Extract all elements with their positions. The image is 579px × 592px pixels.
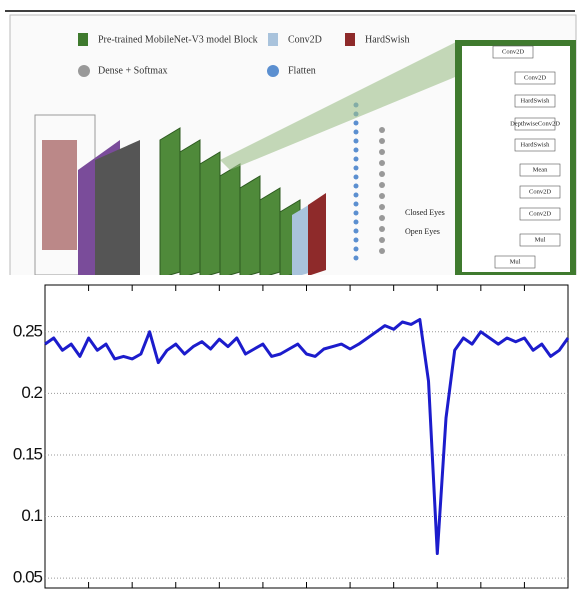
model-blocks	[159, 102, 385, 279]
input-image	[42, 140, 77, 250]
node-box	[494, 255, 536, 269]
legend-text: Conv2D	[288, 34, 322, 45]
mobilenet-block	[239, 175, 261, 279]
dense-node	[379, 248, 385, 254]
flatten-node	[353, 129, 359, 135]
node-label: Conv2D	[529, 210, 551, 217]
node-box	[519, 233, 561, 247]
legend-swatch	[268, 33, 278, 46]
input-layer	[95, 140, 140, 275]
dense-node	[379, 215, 385, 221]
dense-node	[379, 204, 385, 210]
hardswish-block	[308, 193, 326, 276]
dense-node	[379, 149, 385, 155]
dense-node	[379, 226, 385, 232]
node-box	[514, 117, 556, 131]
zoom-beam	[220, 40, 460, 170]
y-tick-label: 0.05	[13, 568, 43, 587]
dense-node	[379, 237, 385, 243]
dense-node	[379, 127, 385, 133]
flatten-node	[353, 192, 359, 198]
mobilenet-block	[219, 163, 241, 279]
legend-text: Pre-trained MobileNet-V3 model Block	[98, 34, 258, 45]
node-box	[514, 71, 556, 85]
flatten-node	[353, 183, 359, 189]
mobilenet-block	[259, 187, 281, 279]
conv2d-block	[292, 203, 312, 278]
flatten-node	[353, 228, 359, 234]
flatten-node	[353, 147, 359, 153]
node-box	[492, 45, 534, 59]
output-label: Closed Eyes	[405, 208, 445, 217]
legend-text: HardSwish	[365, 34, 409, 45]
node-label: HardSwish	[521, 97, 551, 104]
node-box	[519, 207, 561, 221]
legend-swatch	[78, 65, 90, 77]
flatten-node	[353, 138, 359, 144]
node-label: HardSwish	[521, 141, 551, 148]
node-label: Conv2D	[529, 188, 551, 195]
y-tick-label: 0.25	[13, 321, 43, 340]
flatten-node	[353, 237, 359, 243]
node-label: Conv2D	[502, 48, 524, 55]
node-label: DepthwiseConv2D	[510, 120, 560, 127]
flatten-node	[353, 120, 359, 126]
chart: 0.05 0.1 0.15 0.2 0.25	[13, 284, 570, 589]
node-label: Conv2D	[524, 74, 546, 81]
y-tick-label: 0.1	[21, 506, 42, 525]
node-box	[514, 138, 556, 152]
plot-frame	[44, 284, 569, 589]
node-label: Mul	[510, 258, 521, 265]
flatten-node	[353, 255, 359, 261]
dense-node	[379, 182, 385, 188]
flatten-node	[353, 219, 359, 225]
y-tick-label: 0.2	[21, 383, 42, 402]
mobilenet-block	[159, 127, 181, 279]
node-label: Mean	[533, 166, 549, 173]
flatten-node	[353, 165, 359, 171]
legend-swatch	[267, 65, 279, 77]
node-box	[519, 163, 561, 177]
flatten-node	[353, 201, 359, 207]
mobilenet-block	[199, 151, 221, 279]
legend-swatch	[345, 33, 355, 46]
dense-node	[379, 193, 385, 199]
legend-text: Flatten	[288, 65, 316, 76]
output-label: Open Eyes	[405, 227, 440, 236]
flatten-node	[353, 210, 359, 216]
mobilenet-block	[179, 139, 201, 279]
flatten-node	[353, 156, 359, 162]
dense-node	[379, 160, 385, 166]
dense-node	[379, 171, 385, 177]
detail-nodes: Conv2D Conv2D HardSwish DepthwiseConv2D Hard…	[492, 45, 561, 269]
node-box	[514, 94, 556, 108]
data-line	[44, 318, 570, 555]
flatten-node	[353, 246, 359, 252]
flatten-node	[353, 174, 359, 180]
dense-node	[379, 138, 385, 144]
legend-swatch	[78, 33, 88, 46]
node-box	[519, 185, 561, 199]
y-tick-label: 0.15	[13, 444, 43, 463]
node-label: Mul	[535, 236, 546, 243]
legend-text: Dense + Softmax	[98, 65, 168, 76]
